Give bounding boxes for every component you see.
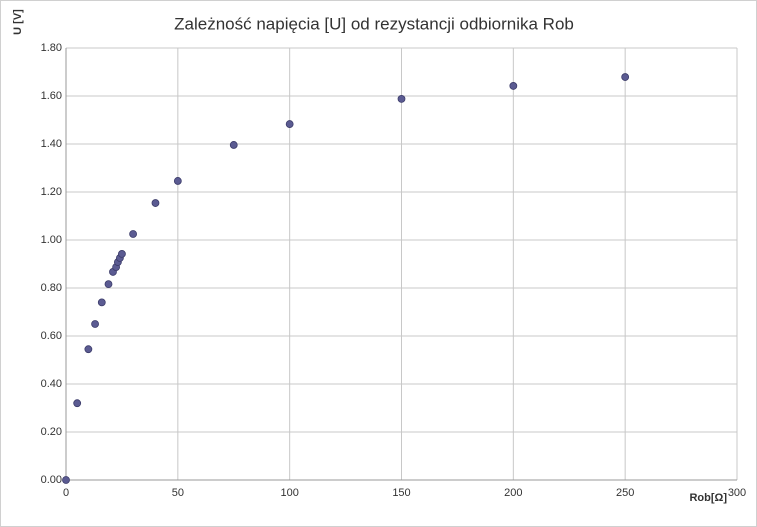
x-tick-label: 0 <box>63 487 69 499</box>
x-tick-label: 150 <box>392 487 410 499</box>
point <box>285 120 294 128</box>
x-tick-label: 50 <box>172 487 184 499</box>
point <box>229 141 238 149</box>
y-axis-title: U [V] <box>12 9 24 35</box>
point <box>97 298 106 307</box>
y-tick-label: 1.00 <box>41 234 62 246</box>
y-tick-label: 0.40 <box>41 378 62 390</box>
y-tick-label: 0.60 <box>41 330 62 342</box>
y-tick-label: 0.80 <box>41 282 62 294</box>
point <box>509 82 518 90</box>
point <box>84 345 93 354</box>
point <box>173 177 182 185</box>
x-tick-label: 200 <box>504 487 522 499</box>
y-tick-label: 1.20 <box>41 186 62 198</box>
point <box>62 476 70 484</box>
point <box>621 73 630 81</box>
y-tick-label: 1.40 <box>41 138 62 150</box>
y-tick-label: 1.80 <box>41 42 62 54</box>
point <box>151 199 160 207</box>
x-tick-label: 300 <box>728 487 746 499</box>
x-tick-label: 100 <box>280 487 298 499</box>
y-tick-label: 0.00 <box>41 474 62 486</box>
x-tick-label: 250 <box>616 487 634 499</box>
y-tick-label: 1.60 <box>41 90 62 102</box>
point <box>104 280 113 289</box>
point <box>129 230 138 238</box>
y-tick-label: 0.20 <box>41 426 62 438</box>
point <box>118 250 126 258</box>
point <box>73 399 82 408</box>
point <box>91 320 99 328</box>
x-axis-title: Rob[Ω] <box>689 492 727 504</box>
chart-title: Zależność napięcia [U] od rezystancji od… <box>174 14 574 33</box>
point <box>397 94 406 103</box>
